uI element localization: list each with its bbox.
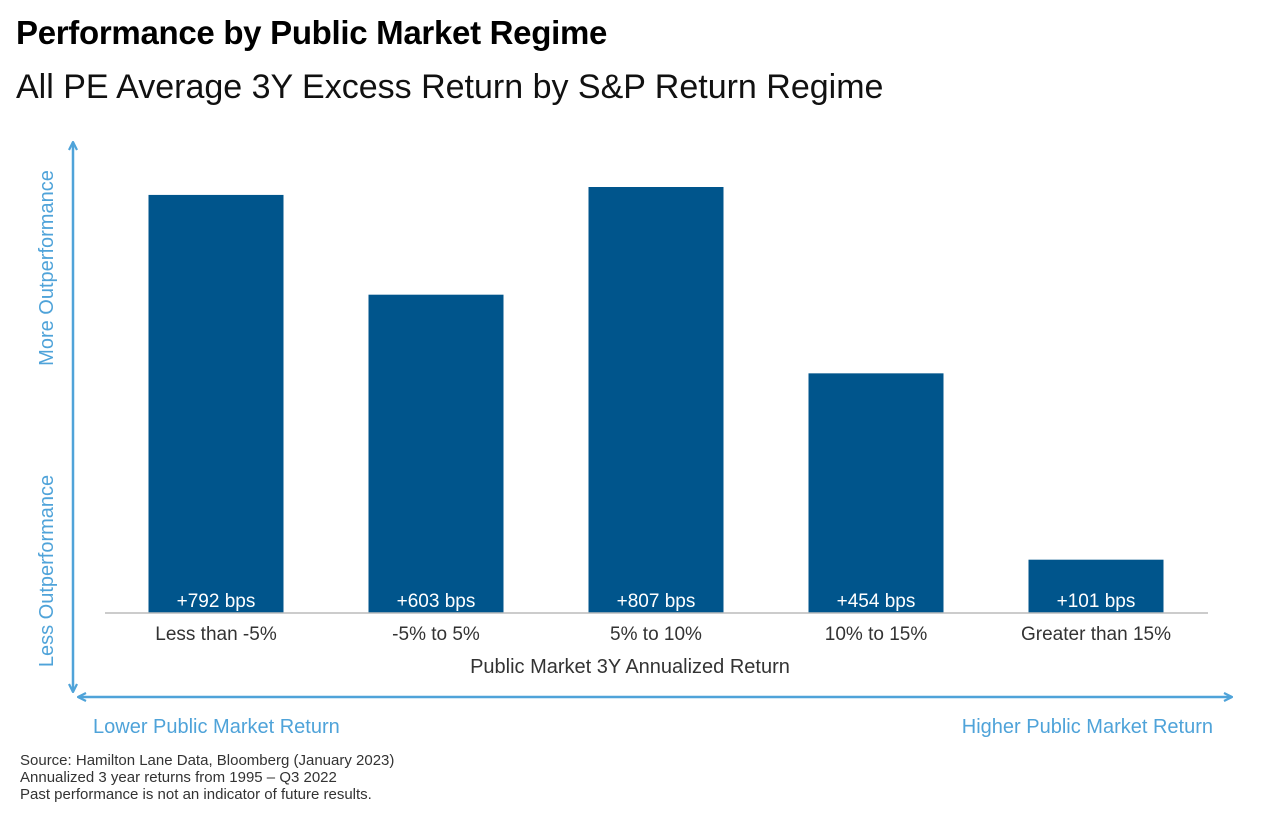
x-arrow-right-label: Higher Public Market Return	[962, 716, 1213, 738]
y-arrow-top-label: More Outperformance	[36, 170, 58, 366]
x-tick-label: -5% to 5%	[392, 624, 480, 645]
bar	[368, 294, 504, 613]
x-tick-label: 10% to 15%	[825, 624, 928, 645]
bar-value-label: +454 bps	[837, 591, 916, 612]
bar-value-label: +603 bps	[397, 591, 476, 612]
chart-title: Performance by Public Market Regime	[16, 14, 608, 51]
footnote-disclaimer: Past performance is not an indicator of …	[20, 786, 372, 803]
x-arrow-left-label: Lower Public Market Return	[93, 716, 340, 738]
bar-value-label: +101 bps	[1057, 591, 1136, 612]
chart-subtitle: All PE Average 3Y Excess Return by S&P R…	[16, 68, 884, 106]
footnotes: Source: Hamilton Lane Data, Bloomberg (J…	[20, 752, 394, 803]
bar	[1028, 559, 1164, 613]
bar-value-label: +792 bps	[177, 591, 256, 612]
footnote-source: Source: Hamilton Lane Data, Bloomberg (J…	[20, 752, 395, 769]
bar	[808, 373, 944, 613]
x-tick-label: Less than -5%	[155, 624, 277, 645]
x-axis-title: Public Market 3Y Annualized Return	[470, 656, 790, 678]
bar	[588, 187, 724, 613]
bars-group: +792 bps Less than -5% +603 bps -5% to 5% +8…	[148, 187, 1171, 645]
x-tick-label: 5% to 10%	[610, 624, 702, 645]
footnote-period: Annualized 3 year returns from 1995 – Q3…	[20, 769, 337, 786]
bar-value-label: +807 bps	[617, 591, 696, 612]
x-tick-label: Greater than 15%	[1021, 624, 1171, 645]
y-arrow-bottom-label: Less Outperformance	[36, 475, 58, 667]
bar	[148, 194, 284, 613]
bar-chart: More Outperformance Less Outperformance …	[36, 0, 1268, 738]
